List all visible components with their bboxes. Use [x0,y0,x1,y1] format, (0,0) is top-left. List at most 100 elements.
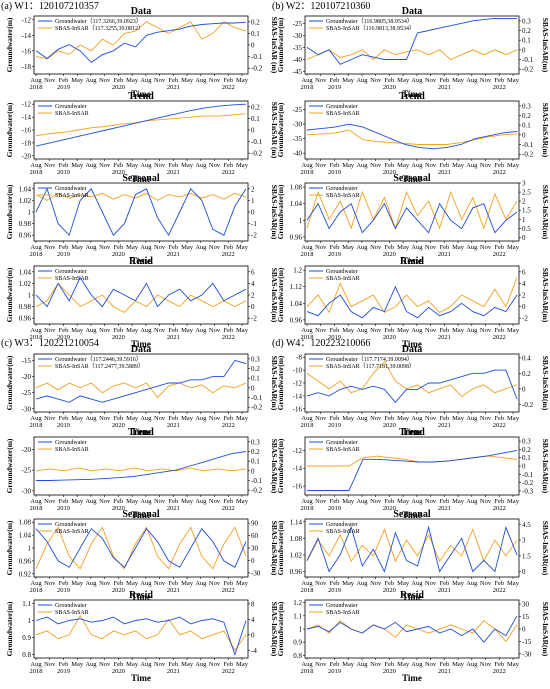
x-tick-label: Feb [330,580,340,587]
x-tick-label: Aug [30,498,42,505]
right-tick-label: 0.3 [522,438,531,446]
x-tick-label: Aug [140,580,152,587]
right-tick-label: 30 [251,545,259,553]
ylabel-left: Groundwater(m) [276,520,285,575]
x-tick-year: 2018 [30,334,43,341]
x-tick-year: 2019 [328,251,341,258]
right-tick-label: 3 [522,180,526,188]
x-tick-year: 2019 [328,668,341,675]
x-tick-label: Nov [99,162,111,169]
x-tick-label: Aug [195,162,207,169]
ylabel-right: SBAS-InSAR(m) [541,18,550,73]
x-tick-label: Aug [301,498,313,505]
x-tick-year: 2018 [30,668,43,675]
x-tick-label: May [126,162,139,169]
x-tick-label: May [236,327,249,334]
x-tick-label: Aug [466,162,478,169]
x-tick-label: Aug [466,580,478,587]
x-tick-label: Aug [85,498,97,505]
subplot-title: Seasonal [393,173,430,184]
left-tick-label: 1.04 [19,268,32,276]
right-tick-label: 0.3 [522,17,531,25]
right-tick-label: -2 [522,315,528,323]
subplot-title: Resid [129,256,153,267]
x-tick-label: Nov [425,498,437,505]
x-tick-year: 2020 [383,505,396,512]
left-tick-label: -18 [22,139,32,147]
x-tick-year: 2020 [383,668,396,675]
left-tick-label: -30 [293,121,303,129]
legend-label-insar: SBAS-InSAR [55,529,89,535]
right-tick-label: 2 [522,198,526,206]
right-tick-label: -0.2 [522,66,534,74]
right-tick-label: 0 [251,209,255,217]
x-tick-year: 2018 [30,587,43,594]
x-tick-label: Aug [30,77,42,84]
x-tick-label: May [126,327,139,334]
right-tick-label: 0 [251,557,255,565]
x-tick-label: Nov [425,162,437,169]
x-tick-year: 2021 [438,334,451,341]
left-tick-label: 0.96 [19,557,32,565]
x-tick-label: May [236,244,249,251]
ylabel-right: SBAS-InSAR (m) [270,102,279,159]
x-tick-year: 2019 [328,169,341,176]
right-tick-label: -0.2 [522,401,534,409]
legend-label-insar: SBAS-InSAR [326,610,360,616]
ylabel-right: SBAS-InSAR(m) [541,439,550,494]
ylabel-left: Groundwater(m) [276,267,285,322]
x-tick-label: Nov [480,77,492,84]
x-tick-label: Aug [411,580,423,587]
left-tick-label: -25 [293,20,303,28]
x-tick-label: Nov [425,661,437,668]
right-tick-label: 0.3 [522,102,531,110]
series-insar-line [35,192,247,201]
x-tick-label: Nov [209,661,221,668]
x-tick-year: 2020 [383,334,396,341]
x-tick-label: Nov [315,415,327,422]
x-tick-label: Nov [425,244,437,251]
right-tick-label: -15 [522,638,532,646]
legend-label-insar: SBAS-InSAR [326,111,360,117]
x-tick-label: Aug [140,498,152,505]
panel-3: (c) W3：120221210054 Data -15 -20 -25 -30 0.3 0.… [1,338,279,683]
x-tick-label: Nov [480,661,492,668]
x-tick-label: Feb [59,498,69,505]
left-tick-label: -40 [293,56,303,64]
left-tick-label: 1 [299,217,303,225]
x-tick-year: 2021 [167,668,180,675]
x-tick-label: Feb [168,244,178,251]
x-tick-label: May [126,498,139,505]
subplot-title: Trend [399,427,425,438]
xlabel: Time [131,89,151,99]
right-tick-label: -0.2 [251,150,263,158]
x-tick-label: May [126,580,139,587]
plot-frame [304,100,520,160]
x-tick-year: 2021 [438,84,451,91]
right-tick-label: 0 [522,385,526,393]
x-tick-label: Nov [480,498,492,505]
ylabel-right: SBAS-InSAR(m) [270,602,279,657]
x-tick-label: Feb [385,244,395,251]
x-tick-label: Nov [44,162,56,169]
left-tick-label: -25 [22,389,32,397]
ylabel-left: Groundwater(m) [5,184,14,239]
x-tick-label: Nov [315,327,327,334]
subplot-title: Trend [128,427,154,438]
series-groundwater-line [36,451,247,481]
x-tick-label: Nov [99,244,111,251]
xlabel: Time [131,256,151,266]
x-tick-label: Nov [154,415,166,422]
x-tick-year: 2022 [493,84,506,91]
x-tick-label: Nov [99,77,111,84]
x-tick-year: 2019 [57,251,70,258]
x-tick-label: Aug [356,77,368,84]
right-tick-label: -0.1 [251,394,263,402]
x-tick-label: May [342,498,355,505]
left-tick-label: 1.2 [293,599,302,607]
x-tick-label: Aug [85,162,97,169]
x-tick-label: Feb [385,77,395,84]
subplot-title: Resid [129,590,153,601]
x-tick-year: 2021 [438,505,451,512]
